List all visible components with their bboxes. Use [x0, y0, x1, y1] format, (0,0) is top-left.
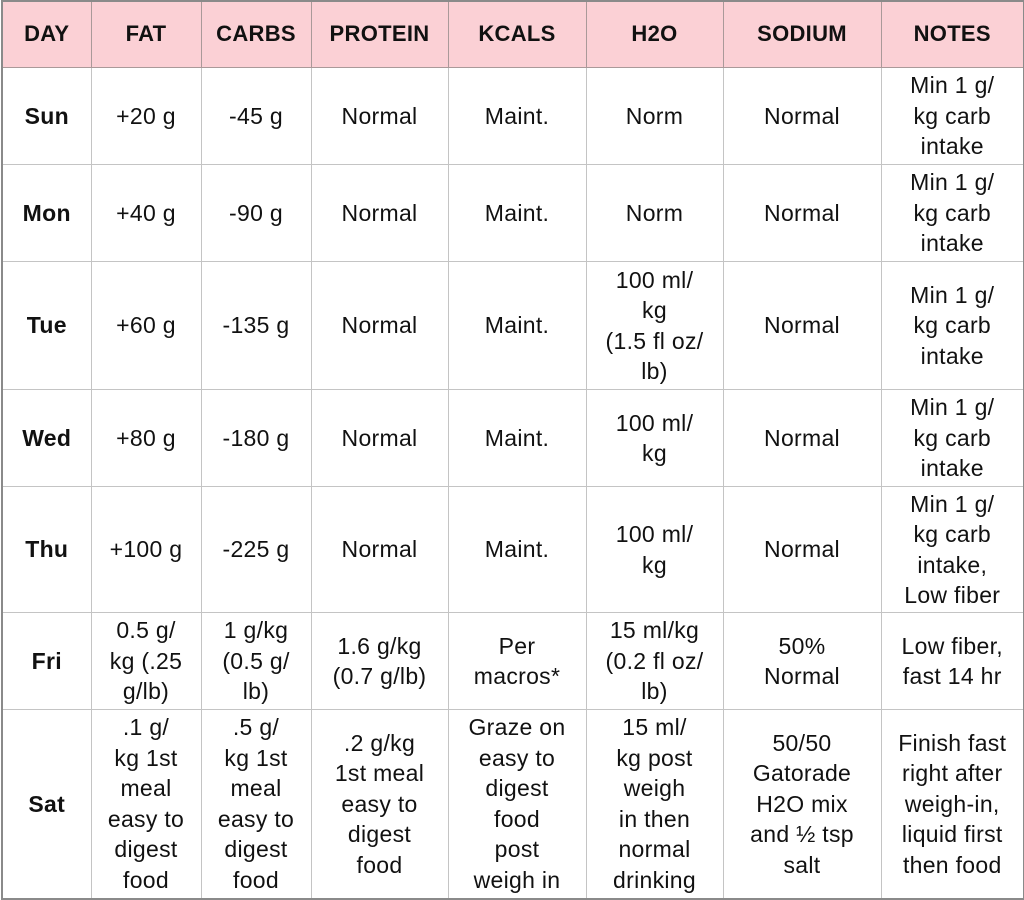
cell-fat: +100 g — [90, 486, 202, 613]
cell-day: Tue — [1, 261, 92, 390]
cell-fat: +20 g — [90, 67, 202, 165]
cell-protein: 1.6 g/kg (0.7 g/lb) — [310, 612, 449, 710]
cell-protein: Normal — [310, 389, 449, 487]
table-row: Wed +80 g -180 g Normal Maint. 100 ml/ kg Norm… — [1, 389, 1024, 487]
table-row: Tue +60 g -135 g Normal Maint. 100 ml/ kg (1.… — [1, 261, 1024, 390]
cell-notes: Min 1 g/ kg carb intake — [880, 389, 1024, 487]
cell-protein: Normal — [310, 164, 449, 262]
cell-carbs: -135 g — [200, 261, 312, 390]
cell-carbs: -45 g — [200, 67, 312, 165]
cell-notes: Min 1 g/ kg carb intake — [880, 164, 1024, 262]
column-header-h2o: H2O — [585, 0, 724, 68]
cell-h2o: Norm — [585, 164, 724, 262]
column-header-sodium: SODIUM — [722, 0, 882, 68]
cell-h2o: 100 ml/ kg — [585, 389, 724, 487]
table-row: Mon +40 g -90 g Normal Maint. Norm Normal Min 1… — [1, 164, 1024, 262]
cell-carbs: 1 g/kg (0.5 g/ lb) — [200, 612, 312, 710]
cell-notes: Finish fast right after weigh-in, liquid… — [880, 709, 1024, 899]
column-header-notes: NOTES — [880, 0, 1024, 68]
cell-kcals: Per macros* — [447, 612, 587, 710]
cell-protein: .2 g/kg 1st meal easy to digest food — [310, 709, 449, 899]
cell-h2o: 15 ml/kg (0.2 fl oz/ lb) — [585, 612, 724, 710]
cell-carbs: -90 g — [200, 164, 312, 262]
cell-kcals: Maint. — [447, 164, 587, 262]
cell-sodium: Normal — [722, 261, 882, 390]
header-row: DAY FAT CARBS PROTEIN KCALS H2O SODIUM NOTES — [1, 0, 1024, 68]
cell-sodium: 50/50 Gatorade H2O mix and ½ tsp salt — [722, 709, 882, 899]
cell-carbs: -225 g — [200, 486, 312, 613]
cell-fat: +80 g — [90, 389, 202, 487]
cell-sodium: Normal — [722, 389, 882, 487]
cell-sodium: Normal — [722, 67, 882, 165]
cell-kcals: Maint. — [447, 486, 587, 613]
table-row: Sun +20 g -45 g Normal Maint. Norm Normal Min 1… — [1, 67, 1024, 165]
cell-protein: Normal — [310, 261, 449, 390]
cell-h2o: Norm — [585, 67, 724, 165]
column-header-kcals: KCALS — [447, 0, 587, 68]
cell-h2o: 100 ml/ kg (1.5 fl oz/ lb) — [585, 261, 724, 390]
cell-kcals: Maint. — [447, 261, 587, 390]
cell-day: Mon — [1, 164, 92, 262]
cell-day: Sat — [1, 709, 92, 899]
cell-kcals: Maint. — [447, 67, 587, 165]
cell-day: Sun — [1, 67, 92, 165]
cell-notes: Min 1 g/ kg carb intake, Low fiber — [880, 486, 1024, 613]
table-row: Sat .1 g/ kg 1st meal easy to digest food… — [1, 709, 1024, 899]
cell-sodium: Normal — [722, 164, 882, 262]
cell-carbs: .5 g/ kg 1st meal easy to digest food — [200, 709, 312, 899]
cell-notes: Min 1 g/ kg carb intake — [880, 67, 1024, 165]
cell-fat: .1 g/ kg 1st meal easy to digest food — [90, 709, 202, 899]
cell-day: Wed — [1, 389, 92, 487]
table-row: Fri 0.5 g/ kg (.25 g/lb) 1 g/kg (0.5 g/ lb… — [1, 612, 1024, 710]
cell-carbs: -180 g — [200, 389, 312, 487]
cell-fat: 0.5 g/ kg (.25 g/lb) — [90, 612, 202, 710]
cell-protein: Normal — [310, 67, 449, 165]
cell-notes: Low fiber, fast 14 hr — [880, 612, 1024, 710]
cell-kcals: Maint. — [447, 389, 587, 487]
cell-notes: Min 1 g/ kg carb intake — [880, 261, 1024, 390]
cell-fat: +40 g — [90, 164, 202, 262]
cell-day: Thu — [1, 486, 92, 613]
column-header-fat: FAT — [90, 0, 202, 68]
cell-h2o: 100 ml/ kg — [585, 486, 724, 613]
cell-sodium: Normal — [722, 486, 882, 613]
column-header-protein: PROTEIN — [310, 0, 449, 68]
cell-fat: +60 g — [90, 261, 202, 390]
column-header-carbs: CARBS — [200, 0, 312, 68]
column-header-day: DAY — [1, 0, 92, 68]
cell-kcals: Graze on easy to digest food post weigh … — [447, 709, 587, 899]
cell-h2o: 15 ml/ kg post weigh in then normal drin… — [585, 709, 724, 899]
cell-sodium: 50% Normal — [722, 612, 882, 710]
cell-protein: Normal — [310, 486, 449, 613]
table-row: Thu +100 g -225 g Normal Maint. 100 ml/ kg Nor… — [1, 486, 1024, 613]
cell-day: Fri — [1, 612, 92, 710]
